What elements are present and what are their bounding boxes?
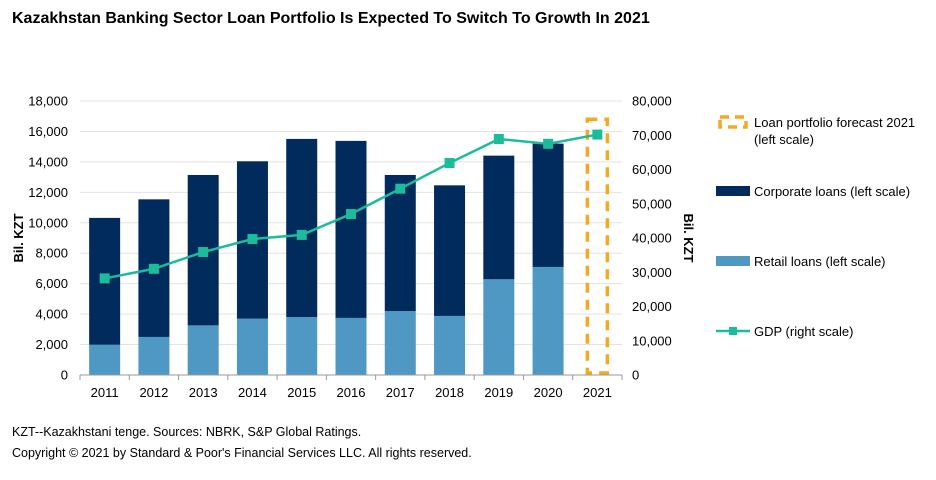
legend-gdp-marker <box>729 327 737 335</box>
x-tick-label: 2017 <box>386 385 415 400</box>
legend-forecast-label: (left scale) <box>754 132 814 147</box>
x-tick-label: 2014 <box>238 385 267 400</box>
y2-tick-label: 70,000 <box>632 128 672 143</box>
retail-bar <box>236 318 268 375</box>
x-tick-label: 2018 <box>435 385 464 400</box>
retail-bar <box>89 344 121 375</box>
x-tick-label: 2019 <box>484 385 513 400</box>
gdp-point <box>493 134 504 145</box>
retail-bar <box>532 266 564 375</box>
corporate-bar <box>434 185 466 316</box>
x-tick-label: 2021 <box>583 385 612 400</box>
retail-bar <box>434 315 466 375</box>
corporate-bar <box>335 140 367 318</box>
retail-bar <box>138 336 170 375</box>
legend-retail-swatch <box>716 256 750 266</box>
y-tick-label: 16,000 <box>28 124 68 139</box>
legend-corporate-label: Corporate loans (left scale) <box>754 184 910 199</box>
x-tick-label: 2011 <box>91 385 119 400</box>
x-tick-label: 2013 <box>189 385 218 400</box>
corporate-bar <box>483 155 515 280</box>
legend-corporate-swatch <box>716 186 750 196</box>
legend-forecast-swatch <box>718 115 748 129</box>
legend-gdp-label: GDP (right scale) <box>754 324 853 339</box>
y-tick-label: 18,000 <box>28 94 68 109</box>
retail-bar <box>483 279 515 375</box>
y2-tick-label: 0 <box>632 368 639 383</box>
retail-bar <box>286 317 318 375</box>
gdp-point <box>444 157 455 168</box>
y2-axis-title: Bil. KZT <box>681 213 696 262</box>
gdp-point <box>543 138 554 149</box>
y-tick-label: 6,000 <box>35 276 68 291</box>
copyright: Copyright © 2021 by Standard & Poor's Fi… <box>12 446 472 460</box>
y2-tick-label: 80,000 <box>632 94 672 109</box>
gdp-point <box>198 247 209 258</box>
y-tick-label: 10,000 <box>28 215 68 230</box>
retail-bar <box>187 325 219 375</box>
y2-tick-label: 30,000 <box>632 265 672 280</box>
retail-bar <box>384 311 416 375</box>
x-tick-label: 2012 <box>139 385 168 400</box>
y-tick-label: 0 <box>61 368 68 383</box>
y-tick-label: 4,000 <box>35 307 68 322</box>
corporate-bar <box>286 138 318 318</box>
gdp-point <box>346 209 356 220</box>
y-axis-title: Bil. KZT <box>11 213 26 262</box>
footnote: KZT--Kazakhstani tenge. Sources: NBRK, S… <box>12 425 362 439</box>
gdp-point <box>99 273 110 284</box>
y2-tick-label: 20,000 <box>632 299 672 314</box>
y-tick-label: 12,000 <box>28 185 68 200</box>
y2-tick-label: 40,000 <box>632 231 672 246</box>
x-tick-label: 2020 <box>534 385 563 400</box>
y2-tick-label: 60,000 <box>632 162 672 177</box>
gdp-point <box>395 183 406 194</box>
y-tick-label: 2,000 <box>35 337 68 352</box>
gdp-point <box>148 263 159 274</box>
legend-retail-label: Retail loans (left scale) <box>754 254 886 269</box>
y2-tick-label: 50,000 <box>632 196 672 211</box>
legend-forecast-label: Loan portfolio forecast 2021 <box>754 115 915 130</box>
corporate-bar <box>532 143 564 267</box>
y2-tick-label: 10,000 <box>632 333 672 348</box>
chart-title: Kazakhstan Banking Sector Loan Portfolio… <box>12 10 650 27</box>
retail-bar <box>335 317 367 375</box>
corporate-bar <box>384 174 416 312</box>
y-tick-label: 14,000 <box>28 154 68 169</box>
gdp-point <box>247 234 258 245</box>
forecast-bar <box>585 117 610 375</box>
y-tick-label: 8,000 <box>35 246 68 261</box>
gdp-point <box>592 129 603 140</box>
gdp-point <box>296 229 307 240</box>
x-tick-label: 2015 <box>287 385 316 400</box>
x-tick-label: 2016 <box>337 385 366 400</box>
